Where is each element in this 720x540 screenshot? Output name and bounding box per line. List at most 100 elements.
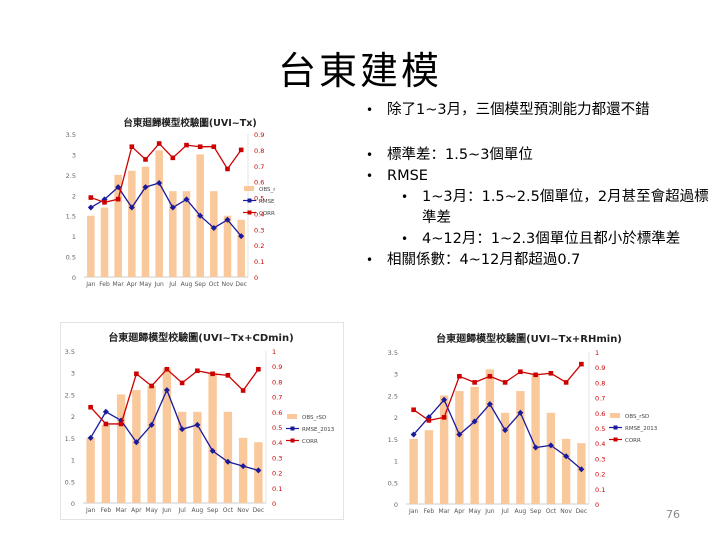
rmse-marker [578, 466, 585, 473]
y-tick-label: 0.5 [65, 478, 75, 486]
legend-label: OBS_rSD [259, 187, 275, 193]
y-tick-label: 3.5 [65, 348, 75, 356]
corr-marker [256, 366, 261, 372]
y2-tick-label: 0.4 [595, 440, 605, 448]
bar [114, 174, 122, 277]
bar [409, 438, 418, 504]
y-tick-label: 0 [71, 500, 75, 508]
corr-marker [548, 370, 554, 376]
chart-svg: 台東廻歸模型校驗圖(UVI~Tx) 0 0.5 1 1.5 2 2.5 3 3.5 0 0.1 0.2… [66, 117, 292, 288]
x-tick-label: Aug [515, 508, 527, 515]
y2-tick-label: 0 [595, 501, 599, 509]
chart-uvi-tx-cdmin: 台東廻歸模型校驗圖(UVI~Tx+CDmin) 0 0.5 1 1.5 2 2.5 3 3.5 0… [60, 322, 344, 520]
x-tick-label: Feb [101, 507, 112, 514]
y2-tick-label: 1 [272, 348, 276, 356]
corr-marker [115, 196, 121, 202]
chart-title: 台東廻歸模型校驗圖(UVI~Tx) [123, 117, 256, 129]
x-tick-label: Jul [501, 508, 510, 515]
corr-marker [502, 380, 508, 385]
y-tick-label: 2 [72, 192, 76, 200]
bar [439, 395, 449, 504]
corr-marker [411, 407, 416, 413]
x-tick-label: Jul [168, 281, 177, 288]
bar [210, 191, 218, 277]
corr-marker [156, 141, 162, 146]
y-tick-label: 3.5 [66, 131, 76, 139]
rmse-marker [224, 458, 231, 465]
y2-tick-label: 0.1 [254, 258, 264, 266]
rmse-marker [441, 396, 448, 403]
y2-tick-label: 0.7 [254, 163, 264, 171]
bullet-subitem: 1~3月：1.5~2.5個單位，2月甚至會超過標準差 [364, 187, 716, 229]
y2-tick-label: 0.2 [272, 470, 282, 478]
rmse-marker [169, 204, 176, 211]
bar [132, 390, 141, 503]
y2-tick-label: 0.6 [595, 410, 605, 418]
corr-marker [149, 383, 154, 389]
legend-swatch [610, 413, 620, 418]
corr-marker [579, 361, 584, 367]
x-tick-label: Mar [113, 281, 125, 288]
corr-marker [225, 166, 230, 172]
bar [86, 437, 95, 503]
bullet-item: 除了1~3月，三個模型預測能力都還不錯 [364, 100, 716, 121]
bar [87, 215, 95, 277]
y-tick-label: 2 [394, 414, 398, 422]
corr-marker [102, 200, 107, 205]
x-tick-label: Feb [99, 281, 110, 288]
y2-tick-label: 0.7 [272, 394, 282, 402]
corr-marker [164, 366, 170, 372]
corr-marker [211, 144, 217, 150]
rmse-marker [240, 463, 247, 470]
corr-marker [184, 142, 189, 148]
rmse-marker [197, 212, 204, 219]
corr-marker [238, 147, 244, 153]
bar [101, 424, 111, 503]
x-tick-label: Sep [195, 281, 207, 288]
y2-tick-label: 0.8 [272, 378, 282, 386]
corr-marker [426, 418, 432, 423]
corr-marker [103, 421, 109, 427]
y-tick-label: 3 [72, 151, 76, 159]
y-tick-label: 3 [71, 370, 75, 378]
x-tick-label: Jun [484, 508, 495, 515]
legend-label: RMSE_2013 [259, 199, 275, 205]
rmse-marker [563, 453, 570, 460]
y-tick-label: 1.5 [65, 435, 75, 443]
legend-marker [613, 425, 618, 430]
bar [193, 411, 202, 503]
corr-marker [88, 404, 93, 410]
bar [223, 215, 232, 277]
x-tick-label: Jun [153, 281, 164, 288]
series-line [413, 398, 582, 470]
slide-title: 台東建模 [277, 49, 442, 93]
corr-marker [472, 380, 477, 385]
y2-tick-label: 0.5 [595, 425, 605, 433]
rmse-marker [148, 421, 155, 428]
chart-title: 台東廻歸模型校驗圖(UVI~Tx+RHmin) [436, 332, 622, 345]
x-tick-label: Oct [223, 507, 234, 514]
corr-marker [240, 388, 246, 393]
rmse-marker [209, 447, 216, 454]
bar [546, 412, 556, 504]
x-tick-label: Feb [424, 508, 435, 515]
rmse-marker [87, 204, 94, 211]
corr-marker [533, 372, 538, 378]
x-tick-label: Mar [438, 508, 450, 515]
series-line [413, 363, 582, 422]
y2-tick-label: 0.3 [595, 455, 605, 463]
x-tick-label: Jan [85, 281, 95, 288]
rmse-marker [410, 431, 417, 438]
corr-marker [179, 380, 185, 386]
y-tick-label: 0.5 [66, 254, 76, 262]
bar [500, 412, 510, 504]
rmse-marker [142, 184, 149, 191]
legend-label: RMSE_2013 [625, 426, 658, 432]
rmse-marker [194, 421, 201, 428]
y-tick-label: 0 [394, 501, 398, 509]
bar [177, 411, 187, 503]
bar [561, 438, 571, 504]
bar [116, 394, 126, 503]
legend-marker [290, 438, 295, 443]
series-line [90, 182, 242, 237]
